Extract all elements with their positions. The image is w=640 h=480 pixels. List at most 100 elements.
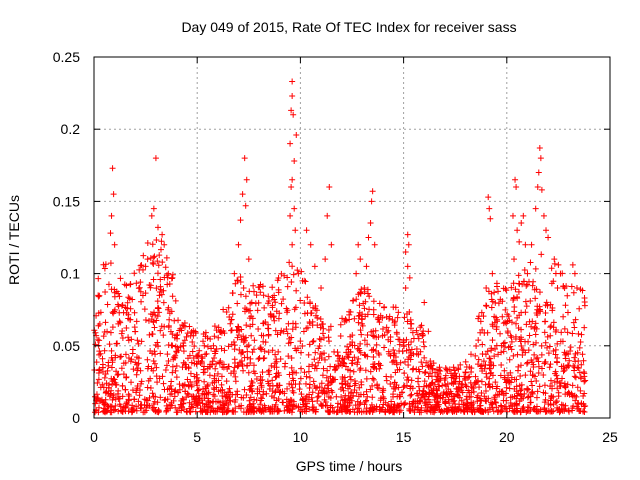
data-point	[102, 370, 109, 377]
data-point	[429, 390, 436, 397]
data-point	[307, 300, 314, 307]
data-point	[371, 361, 378, 368]
data-point	[423, 399, 430, 406]
data-point	[480, 358, 487, 365]
data-point	[373, 341, 380, 348]
data-point	[387, 407, 394, 414]
data-point	[161, 386, 168, 393]
data-point	[537, 306, 544, 313]
data-point	[533, 286, 540, 293]
data-point	[133, 318, 140, 325]
data-point	[483, 285, 490, 292]
data-point	[516, 238, 523, 245]
data-point	[479, 341, 486, 348]
data-point	[284, 385, 291, 392]
data-point	[289, 263, 296, 270]
data-point	[482, 381, 489, 388]
data-point	[277, 388, 284, 395]
data-point	[288, 107, 295, 114]
data-point	[125, 315, 132, 322]
data-point	[505, 372, 512, 379]
data-point	[215, 334, 222, 341]
data-point	[542, 302, 549, 309]
data-point	[101, 374, 108, 381]
data-point	[358, 286, 365, 293]
data-point	[553, 358, 560, 365]
data-point	[234, 277, 241, 284]
data-point	[569, 261, 576, 268]
data-point	[563, 350, 570, 357]
data-point	[350, 297, 357, 304]
data-point	[215, 405, 222, 412]
data-point	[510, 408, 517, 415]
data-point	[162, 264, 169, 271]
data-point	[500, 348, 507, 355]
data-point	[225, 363, 232, 370]
data-point	[238, 350, 245, 357]
data-point	[568, 283, 575, 290]
data-point	[316, 355, 323, 362]
data-point	[97, 350, 104, 357]
data-point	[288, 278, 295, 285]
data-point	[474, 392, 481, 399]
data-point	[326, 183, 333, 190]
data-point	[528, 323, 535, 330]
data-point	[427, 370, 434, 377]
data-point	[485, 194, 492, 201]
data-point	[242, 293, 249, 300]
data-point	[155, 407, 162, 414]
data-point	[566, 408, 573, 415]
data-point	[285, 353, 292, 360]
data-point	[102, 289, 109, 296]
data-point	[375, 350, 382, 357]
data-point	[320, 387, 327, 394]
data-point	[400, 339, 407, 346]
data-point	[431, 396, 438, 403]
data-point	[559, 375, 566, 382]
data-point	[400, 384, 407, 391]
data-point	[225, 304, 232, 311]
data-point	[581, 324, 588, 331]
data-point	[385, 348, 392, 355]
axis-ticks	[93, 56, 611, 419]
data-point	[187, 378, 194, 385]
data-point	[486, 381, 493, 388]
data-point	[246, 397, 253, 404]
data-point	[401, 401, 408, 408]
data-point	[337, 321, 344, 328]
data-point	[210, 407, 217, 414]
data-point	[221, 330, 228, 337]
data-point	[277, 356, 284, 363]
data-point	[506, 378, 513, 385]
data-point	[511, 408, 518, 415]
data-point	[275, 274, 282, 281]
data-point	[249, 407, 256, 414]
data-point	[118, 330, 125, 337]
data-point	[338, 380, 345, 387]
data-point	[381, 331, 388, 338]
data-point	[516, 280, 523, 287]
data-point	[190, 404, 197, 411]
data-point	[492, 399, 499, 406]
data-point	[109, 324, 116, 331]
data-point	[311, 263, 318, 270]
data-point	[182, 361, 189, 368]
data-point	[156, 408, 163, 415]
data-point	[293, 403, 300, 410]
data-point	[363, 375, 370, 382]
data-point	[125, 294, 132, 301]
data-point	[361, 285, 368, 292]
data-point	[173, 374, 180, 381]
data-point	[123, 282, 130, 289]
data-point	[273, 308, 280, 315]
data-point	[392, 304, 399, 311]
data-point	[307, 310, 314, 317]
data-point	[102, 261, 109, 268]
data-point	[100, 384, 107, 391]
data-point	[395, 309, 402, 316]
data-point	[231, 342, 238, 349]
data-point	[239, 191, 246, 198]
data-point	[149, 390, 156, 397]
data-point	[248, 332, 255, 339]
data-point	[444, 391, 451, 398]
